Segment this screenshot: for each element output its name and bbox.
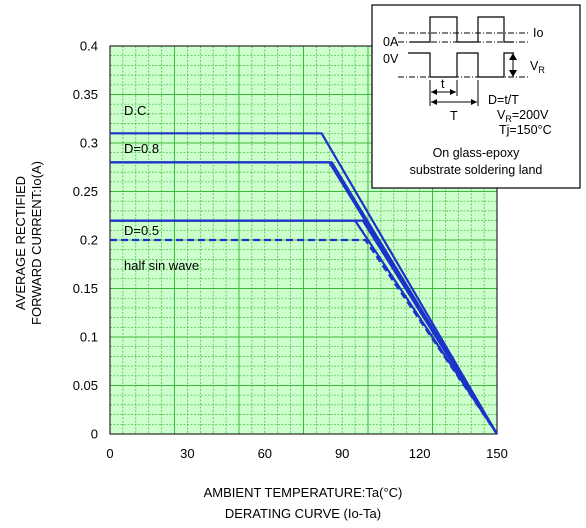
y-tick-label: 0.25: [73, 184, 98, 199]
axis-ticks: 0 30 60 90 120 150 0 0.05 0.1 0.15 0.2 0.25 0.3 0.35 0…: [73, 39, 508, 462]
inset-note-line1: On glass-epoxy: [433, 146, 521, 160]
inset-label-0a: 0A: [383, 35, 399, 49]
T-arrow-right-icon: [471, 99, 477, 105]
x-tick-label: 150: [486, 446, 508, 461]
curve-series-6: [110, 238, 498, 435]
inset-label-T: T: [450, 109, 458, 123]
inset-note-line2: substrate soldering land: [410, 163, 543, 177]
y-tick-label: 0.15: [73, 281, 98, 296]
label-half-sin: half sin wave: [124, 258, 199, 273]
inset-label-io: Io: [533, 26, 543, 40]
x-tick-label: 90: [335, 446, 349, 461]
label-dc: D.C.: [124, 103, 150, 118]
label-d08: D=0.8: [124, 141, 159, 156]
waveform-inset: Io 0A 0V VR t T D=t/T VR=200V Tj=150°C O…: [371, 4, 581, 189]
inset-eq-d: D=t/T: [488, 93, 519, 107]
y-tick-label: 0.4: [80, 39, 98, 54]
y-tick-label: 0: [91, 427, 98, 442]
curve-series-1: [110, 132, 498, 435]
label-d05: D=0.5: [124, 223, 159, 238]
curve-labels: D.C. D=0.8 D=0.5 half sin wave: [124, 103, 199, 273]
y-tick-label: 0.35: [73, 87, 98, 102]
x-tick-label: 0: [106, 446, 113, 461]
y-axis-title-line2: FORWARD CURRENT:Io(A): [29, 161, 44, 325]
vr-arrow-down-icon: [509, 70, 517, 77]
inset-box: [371, 4, 581, 189]
curve-series-5: [110, 219, 498, 435]
y-tick-label: 0.2: [80, 233, 98, 248]
T-arrow-left-icon: [431, 99, 437, 105]
x-axis-title: AMBIENT TEMPERATURE:Ta(°C): [204, 485, 403, 500]
x-tick-label: 120: [409, 446, 431, 461]
t-arrow-left-icon: [431, 89, 437, 95]
vr-arrow-up-icon: [509, 53, 517, 60]
inset-label-0v: 0V: [383, 52, 399, 66]
x-tick-label: 30: [180, 446, 194, 461]
y-tick-label: 0.3: [80, 136, 98, 151]
t-arrow-right-icon: [450, 89, 456, 95]
y-tick-label: 0.1: [80, 330, 98, 345]
y-axis-title-line1: AVERAGE RECTIFIED: [13, 176, 28, 310]
y-tick-label: 0.05: [73, 378, 98, 393]
inset-label-t-small: t: [441, 77, 445, 91]
chart-caption: DERATING CURVE (Io-Ta): [225, 506, 381, 521]
inset-label-vr: VR: [530, 59, 545, 75]
curves: [110, 132, 498, 435]
x-tick-label: 60: [258, 446, 272, 461]
voltage-waveform: [408, 52, 514, 78]
inset-eq-vr: VR=200V: [497, 108, 549, 124]
inset-eq-tj: Tj=150°C: [499, 123, 552, 137]
